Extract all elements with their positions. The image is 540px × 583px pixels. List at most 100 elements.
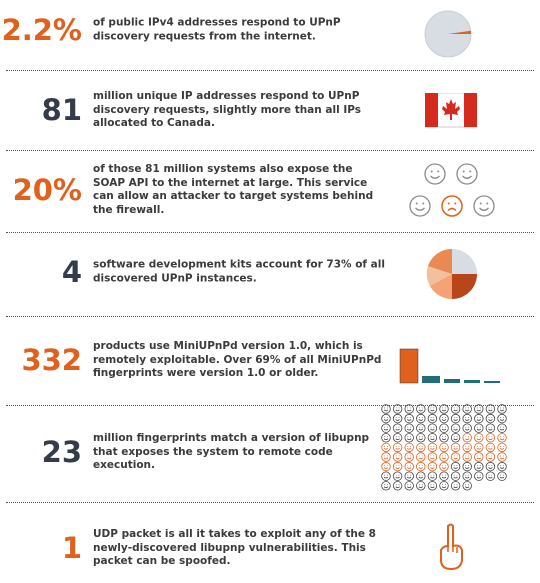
separator [6,150,534,151]
text-line: million unique IP addresses respond to U… [93,89,360,102]
smiley [462,471,472,481]
text-line: discovery requests, slightly more than a… [93,103,362,116]
smiley [485,413,496,424]
smiley-icons [409,163,495,217]
smiley [474,423,484,433]
smiley [474,413,484,424]
stat-number: 2.2% [1,13,82,47]
smiley [439,442,449,453]
smiley [497,471,507,481]
smiley [427,481,438,491]
smiley [409,195,431,217]
smiley [474,442,484,453]
smiley [485,461,496,472]
smiley [392,433,403,443]
smiley [439,433,449,443]
smiley [462,404,472,414]
smiley [474,404,484,414]
smiley [404,461,414,472]
smiley [485,433,496,443]
smiley [450,471,461,481]
smiley [497,452,507,462]
stat-description: of those 81 million systems also expose … [93,163,383,217]
smiley [474,461,484,472]
text-line: software development kits account for 73… [93,258,385,271]
smiley [439,413,449,424]
smiley [485,452,496,462]
smiley [416,481,426,491]
smiley [485,423,496,433]
smiley [462,442,472,453]
stat-description: of public IPv4 addresses respond to UPnP… [93,17,383,44]
text-line: of public IPv4 addresses respond to UPnP [93,16,341,29]
smiley [427,461,438,472]
smiley [439,471,449,481]
smiley [441,195,463,217]
smiley [424,163,446,185]
smiley [392,413,403,424]
text-line: packet can be spoofed. [93,554,231,567]
smiley [462,481,472,491]
smiley [392,442,403,453]
separator [6,70,534,71]
smiley [462,433,472,443]
smiley [450,481,461,491]
smiley [416,461,426,472]
smiley [497,423,507,433]
text-line: million fingerprints match a version of … [93,431,370,444]
sdk-pie-icon [426,248,477,300]
text-line: newly-discovered libupnp vulnerabilities… [93,541,366,554]
smiley [404,423,414,433]
smiley [450,442,461,453]
smiley [404,452,414,462]
stat-number: 332 [21,343,82,377]
smiley [473,195,495,217]
bar-icon [399,348,500,384]
smiley [450,404,461,414]
smiley [381,423,391,433]
text-line: of those 81 million systems also expose … [93,163,353,175]
smiley [404,471,414,481]
text-line: discovery requests from the internet. [93,30,316,42]
smiley [462,452,472,462]
smiley-grid [381,404,507,491]
pie-icon [424,10,472,58]
stat-number: 4 [61,255,82,289]
smiley [416,404,426,414]
text-line: allocated to Canada. [93,116,215,129]
text-line: that exposes the system to remote code [93,445,333,458]
smiley [416,442,426,453]
smiley [462,413,472,424]
smiley [450,452,461,462]
smiley [427,423,438,433]
smiley [427,433,438,443]
smiley [381,404,391,414]
smiley [474,452,484,462]
text-line: remotely exploitable. Over 69% of all Mi… [93,353,382,366]
smiley [450,413,461,424]
smiley [462,423,472,433]
smiley [416,471,426,481]
stat-number: 81 [41,93,82,127]
smiley [450,461,461,472]
smiley [456,163,478,185]
separator [6,502,534,503]
stat-description: million fingerprints match a version of … [93,432,383,473]
smiley [416,433,426,443]
smiley [427,413,438,424]
smiley [427,442,438,453]
smiley [497,433,507,443]
smiley [450,433,461,443]
stat-number: 20% [12,173,82,207]
smiley [392,423,403,433]
separator [6,316,534,317]
smiley [381,413,391,424]
smiley [392,471,403,481]
stat-description: software development kits account for 73… [93,258,385,286]
text-line: the firewall. [93,203,165,216]
separator [6,405,534,406]
smiley [404,413,414,424]
smiley [381,433,391,443]
smiley [474,433,484,443]
smiley [497,442,507,453]
